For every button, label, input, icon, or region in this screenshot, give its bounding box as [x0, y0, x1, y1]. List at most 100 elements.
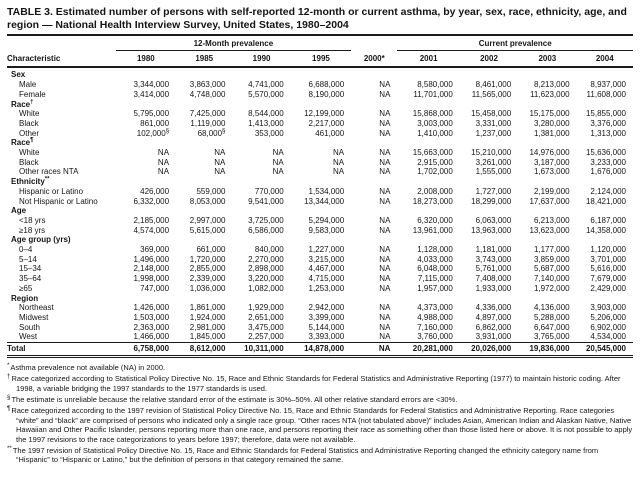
value-cell: 8,053,000 — [189, 196, 226, 206]
value-cell: 5,288,000 — [533, 312, 570, 322]
value-cell: NA — [333, 157, 345, 167]
table-row: Female 3,414,000 4,748,000 5,570,000 8,190,0… — [7, 90, 633, 100]
value-cell: 18,273,000 — [412, 196, 453, 206]
value-cell: 2,008,000 — [417, 186, 453, 196]
value-cell: 2,981,000 — [189, 322, 226, 332]
table-row: ≥65 747,000 1,036,000 1,082,000 1,253,000 NA 1… — [7, 284, 633, 294]
value-cell: NA — [379, 215, 391, 225]
value-cell: 1,534,000 — [308, 186, 345, 196]
value-cell: 102,000§ — [136, 127, 170, 138]
row-label: 5–14 — [19, 254, 37, 264]
row-label: Black — [19, 157, 39, 167]
value-cell: 2,185,000 — [133, 215, 170, 225]
footnote-text: The 1997 revision of Statistical Policy … — [12, 446, 599, 465]
value-cell: 6,048,000 — [417, 264, 453, 274]
row-label: ≥65 — [19, 283, 33, 293]
value-cell: 11,623,000 — [530, 89, 570, 99]
value-cell: NA — [272, 157, 284, 167]
column-header-1980: 1980 — [115, 50, 177, 69]
value-cell: 3,399,000 — [308, 312, 345, 322]
value-cell: NA — [157, 157, 170, 167]
value-cell: 770,000 — [254, 186, 284, 196]
value-cell: 5,144,000 — [308, 322, 345, 332]
section-label: Race† — [11, 98, 34, 109]
value-cell: NA — [379, 312, 391, 322]
section-label: Sex — [11, 70, 26, 80]
value-cell: 3,475,000 — [248, 322, 284, 332]
value-cell: 3,003,000 — [417, 118, 453, 128]
value-cell: 3,280,000 — [533, 118, 570, 128]
value-cell: NA — [379, 332, 391, 342]
value-cell: 461,000 — [315, 128, 345, 138]
value-cell: 1,237,000 — [475, 128, 512, 138]
value-cell: NA — [379, 157, 391, 167]
value-cell: 11,701,000 — [413, 89, 453, 99]
value-cell: 1,120,000 — [590, 245, 626, 255]
column-header-1995: 1995 — [290, 50, 352, 69]
footnote-text: Asthma prevalence not available (NA) in … — [10, 362, 166, 372]
table-row: Northeast 1,426,000 1,861,000 1,929,000 2,94… — [7, 303, 633, 313]
value-cell: 1,082,000 — [248, 283, 284, 293]
value-cell: 4,748,000 — [189, 89, 226, 99]
value-cell: 4,534,000 — [590, 332, 626, 342]
row-label: White — [19, 109, 40, 119]
total-row: Total 6,758,000 8,612,000 10,311,000 14,878,… — [7, 342, 633, 358]
value-cell: 3,393,000 — [308, 332, 345, 342]
value-cell: 2,257,000 — [248, 332, 284, 342]
value-cell: 2,997,000 — [189, 215, 226, 225]
value-cell: 1,496,000 — [133, 254, 170, 264]
value-cell: 18,421,000 — [585, 196, 626, 206]
value-cell: 3,859,000 — [533, 254, 570, 264]
value-cell: 6,187,000 — [590, 215, 626, 225]
value-cell: 1,181,000 — [475, 245, 512, 255]
table-row: White 5,795,000 7,425,000 8,544,000 12,199,0… — [7, 109, 633, 119]
value-cell: NA — [379, 274, 391, 284]
col-group-12-month-prevalence: 12-Month prevalence — [115, 33, 352, 51]
value-cell: 6,647,000 — [533, 322, 570, 332]
value-cell: 5,761,000 — [475, 264, 512, 274]
section-label: Race¶ — [11, 137, 34, 148]
row-label: Not Hispanic or Latino — [19, 196, 98, 206]
table-row: Other races NTA NA NA NA NA NA 1,702,000 1,555,… — [7, 167, 633, 177]
value-cell: 3,414,000 — [133, 89, 170, 99]
value-cell: 3,215,000 — [308, 254, 345, 264]
footnote: **The 1997 revision of Statistical Polic… — [7, 444, 633, 465]
value-cell: 2,855,000 — [189, 264, 226, 274]
value-cell: 15,868,000 — [412, 109, 453, 119]
value-cell: NA — [379, 225, 391, 235]
value-cell: 2,429,000 — [590, 283, 626, 293]
value-cell: 8,612,000 — [176, 342, 233, 358]
value-cell: 15,663,000 — [412, 148, 453, 158]
value-cell: 661,000 — [196, 245, 226, 255]
value-cell: 1,720,000 — [189, 254, 226, 264]
value-cell: 2,942,000 — [308, 303, 345, 313]
value-cell: 1,177,000 — [533, 245, 570, 255]
value-cell: NA — [272, 167, 284, 177]
row-label: Female — [19, 89, 46, 99]
value-cell: 4,033,000 — [417, 254, 453, 264]
section-row: Region — [7, 294, 633, 304]
value-cell: 18,299,000 — [471, 196, 512, 206]
table-body: Sex Male 3,344,000 3,863,000 4,741,000 6,688,… — [7, 67, 633, 358]
row-label: Total — [7, 342, 116, 358]
value-cell: 3,220,000 — [248, 274, 284, 284]
column-header-row: Characteristic 1980 1985 1990 1995 2000* 2001… — [7, 50, 633, 69]
value-cell: 10,311,000 — [232, 342, 291, 358]
row-label: Hispanic or Latino — [19, 186, 84, 196]
value-cell: 4,574,000 — [133, 225, 170, 235]
value-cell: NA — [214, 148, 226, 158]
value-cell: 1,676,000 — [590, 167, 626, 177]
value-cell: 1,036,000 — [189, 283, 226, 293]
value-cell: 1,972,000 — [533, 283, 570, 293]
footnote-marker: ¶ — [7, 405, 11, 413]
value-cell: NA — [379, 167, 391, 177]
value-cell: NA — [214, 167, 226, 177]
value-cell: 8,580,000 — [417, 80, 453, 90]
table-row: South 2,363,000 2,981,000 3,475,000 5,144,00… — [7, 323, 633, 333]
value-cell: 13,623,000 — [529, 225, 570, 235]
value-cell: NA — [379, 303, 391, 313]
table-row: 0–4 369,000 661,000 840,000 1,227,000 NA 1,128… — [7, 245, 633, 255]
value-cell: 14,358,000 — [585, 225, 626, 235]
value-cell: NA — [351, 342, 398, 358]
value-cell: 3,725,000 — [248, 215, 284, 225]
